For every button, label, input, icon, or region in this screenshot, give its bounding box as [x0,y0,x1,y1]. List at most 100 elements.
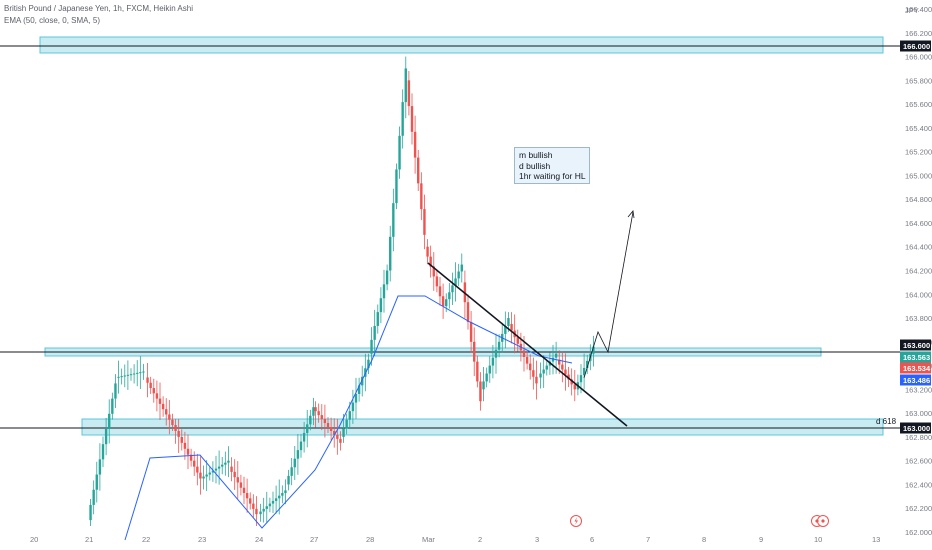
candle [404,56,407,119]
candle [252,494,255,519]
time-axis[interactable]: 20 21 22 23 24 27 28 Mar 2 3 6 7 8 9 10 13 [30,535,880,544]
candle [516,329,519,352]
candle [227,446,230,478]
zone-top[interactable] [39,36,884,54]
event-icon-calendar[interactable] [811,515,829,527]
candle [441,283,445,319]
event-icon-lightning[interactable] [570,515,582,527]
candle [426,239,429,265]
candle [510,312,513,344]
candle [111,392,114,420]
lightning-icon [574,517,578,525]
candle [323,404,327,438]
price-tick-label: 163.800 [905,314,932,323]
currency-label: JPY [905,6,919,15]
price-tick-label: 165.400 [905,124,932,133]
candle [211,461,215,482]
candle [171,413,174,431]
price-tick-label: 162.600 [905,457,932,466]
candle [326,417,330,433]
time-tick-label: 6 [590,535,594,544]
candle [336,418,339,455]
candle [293,445,296,481]
candle [177,419,180,454]
candle [435,270,439,293]
candle [296,433,300,475]
candle [407,70,411,116]
time-tick-label: 21 [85,535,93,544]
candle [306,409,309,448]
candle [117,360,120,394]
candle [189,448,193,467]
candle [299,433,303,458]
candle [413,115,417,174]
candle [92,480,95,515]
candle [120,368,123,385]
candle [329,417,333,441]
candle [561,351,564,383]
candle [205,460,208,491]
time-tick-label: Mar [422,535,435,544]
descending-trendline[interactable] [427,262,628,427]
candle [482,367,485,402]
projection-path[interactable] [583,211,634,379]
time-tick-label: 7 [646,535,650,544]
candle [132,364,136,384]
candle [268,497,272,513]
candle [423,194,426,250]
indicator-legend[interactable]: EMA (50, close, 0, SMA, 5) [4,16,101,25]
candle [98,443,102,491]
time-tick-label: 2 [478,535,482,544]
candlestick-series [89,56,595,527]
candle [429,245,432,278]
candle [287,469,290,491]
candle [161,396,165,417]
price-tag: 163.563 [900,351,931,363]
price-axis[interactable]: 166.400 166.200 166.000 165.800 165.600 165.4… [900,5,932,537]
price-tick-label: 166.000 [905,53,932,62]
candle [479,372,482,411]
candle [146,363,149,398]
candle [376,304,379,334]
candle [392,188,395,252]
candle [345,413,348,435]
candle [573,369,576,402]
candle [101,436,105,468]
candle [265,491,268,524]
candle [535,360,538,400]
candle [570,368,573,396]
price-tag: 163.486 [900,374,931,386]
candle [230,457,233,482]
support-resistance-zones[interactable] [39,36,884,436]
zone-bottom[interactable] [81,418,884,436]
candle [259,503,262,522]
candle [214,455,218,484]
candle [395,163,398,210]
dot-icon [821,519,825,523]
candle [460,253,463,283]
price-tick-label: 162.400 [905,480,932,489]
time-tick-label: 9 [759,535,763,544]
price-tick-label: 163.200 [905,385,932,394]
time-tick-label: 24 [255,535,263,544]
analysis-note[interactable]: m bullish d bullish 1hr waiting for HL [514,147,590,184]
candle [129,368,133,381]
candle [155,380,159,412]
candle [314,401,317,428]
time-tick-label: 10 [814,535,822,544]
candle [529,354,532,380]
chart-symbol-title: British Pound / Japanese Yen, 1h, FXCM, … [4,4,193,13]
price-tick-label: 165.200 [905,148,932,157]
candle [174,419,177,444]
price-tick-label: 162.200 [905,504,932,513]
candle [108,399,111,444]
candle [126,360,130,390]
candle [224,451,227,476]
candle [586,354,589,374]
price-tick-label: 162.000 [905,528,932,537]
candle [564,353,567,391]
time-tick-label: 20 [30,535,38,544]
candle [545,359,548,376]
candle [284,479,287,505]
